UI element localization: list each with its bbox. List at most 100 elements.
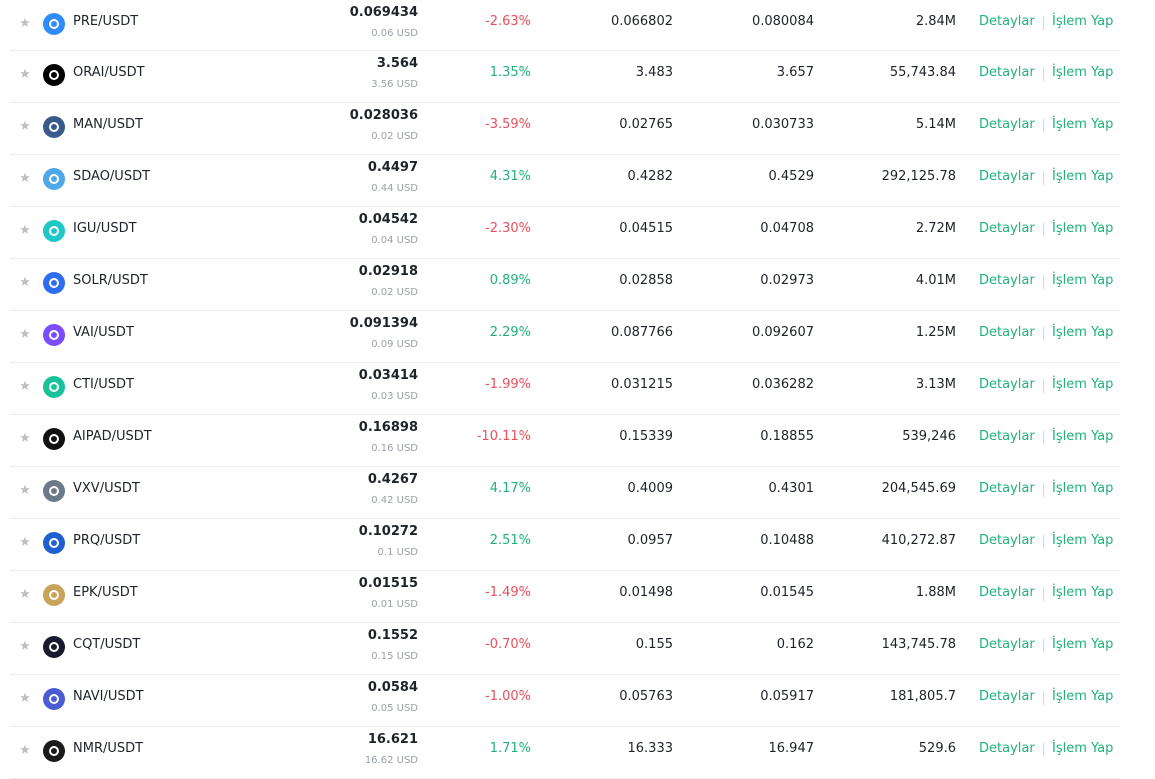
low-24h: 0.0957 (627, 533, 674, 548)
favorite-star-icon[interactable]: ★ (19, 379, 31, 394)
favorite-star-icon[interactable]: ★ (19, 223, 31, 238)
details-link[interactable]: Detaylar (979, 14, 1035, 29)
volume-24h: 204,545.69 (881, 481, 956, 496)
table-row[interactable]: ★ PRQ/USDT 0.10272 0.1 USD 2.51% 0.0957 0.1048… (10, 519, 1120, 571)
trade-link[interactable]: İşlem Yap (1052, 273, 1114, 288)
trade-link[interactable]: İşlem Yap (1052, 741, 1114, 756)
table-row[interactable]: ★ NAVI/USDT 0.0584 0.05 USD -1.00% 0.05763 0.0… (10, 675, 1120, 727)
trade-link[interactable]: İşlem Yap (1052, 585, 1114, 600)
details-link[interactable]: Detaylar (979, 429, 1035, 444)
details-link[interactable]: Detaylar (979, 169, 1035, 184)
table-row[interactable]: ★ NMR/USDT 16.621 16.62 USD 1.71% 16.333 16.94… (10, 727, 1120, 779)
usd-price: 0.1 USD (377, 547, 418, 558)
favorite-star-icon[interactable]: ★ (19, 327, 31, 342)
trade-link[interactable]: İşlem Yap (1052, 117, 1114, 132)
details-link[interactable]: Detaylar (979, 741, 1035, 756)
pair-name[interactable]: MAN/USDT (73, 117, 143, 132)
low-24h: 0.4282 (627, 169, 674, 184)
volume-24h: 55,743.84 (889, 65, 956, 80)
pair-name[interactable]: SOLR/USDT (73, 273, 148, 288)
volume-24h: 181,805.7 (889, 689, 956, 704)
trade-link[interactable]: İşlem Yap (1052, 14, 1114, 29)
trade-link[interactable]: İşlem Yap (1052, 169, 1114, 184)
details-link[interactable]: Detaylar (979, 377, 1035, 392)
low-24h: 0.02765 (619, 117, 673, 132)
high-24h: 0.04708 (760, 221, 814, 236)
details-link[interactable]: Detaylar (979, 65, 1035, 80)
pair-name[interactable]: VAI/USDT (73, 325, 134, 340)
trade-link[interactable]: İşlem Yap (1052, 481, 1114, 496)
table-row[interactable]: ★ SOLR/USDT 0.02918 0.02 USD 0.89% 0.02858 0.0… (10, 259, 1120, 311)
table-row[interactable]: ★ MAN/USDT 0.028036 0.02 USD -3.59% 0.02765 0.… (10, 103, 1120, 155)
high-24h: 0.18855 (760, 429, 814, 444)
trade-link[interactable]: İşlem Yap (1052, 221, 1114, 236)
pair-name[interactable]: ORAI/USDT (73, 65, 145, 80)
table-row[interactable]: ★ AIPAD/USDT 0.16898 0.16 USD -10.11% 0.15339… (10, 415, 1120, 467)
favorite-star-icon[interactable]: ★ (19, 691, 31, 706)
change-24h: 2.29% (489, 325, 531, 340)
volume-24h: 1.88M (915, 585, 956, 600)
low-24h: 0.031215 (610, 377, 673, 392)
pair-name[interactable]: VXV/USDT (73, 481, 140, 496)
navi-icon (43, 688, 65, 710)
details-link[interactable]: Detaylar (979, 273, 1035, 288)
trade-link[interactable]: İşlem Yap (1052, 429, 1114, 444)
details-link[interactable]: Detaylar (979, 221, 1035, 236)
last-price: 0.0584 (367, 680, 418, 695)
favorite-star-icon[interactable]: ★ (19, 483, 31, 498)
favorite-star-icon[interactable]: ★ (19, 16, 31, 31)
pair-name[interactable]: IGU/USDT (73, 221, 137, 236)
favorite-star-icon[interactable]: ★ (19, 171, 31, 186)
table-row[interactable]: ★ VXV/USDT 0.4267 0.42 USD 4.17% 0.4009 0.4301… (10, 467, 1120, 519)
trade-link[interactable]: İşlem Yap (1052, 689, 1114, 704)
favorite-star-icon[interactable]: ★ (19, 67, 31, 82)
table-row[interactable]: ★ EPK/USDT 0.01515 0.01 USD -1.49% 0.01498 0.0… (10, 571, 1120, 623)
trade-link[interactable]: İşlem Yap (1052, 533, 1114, 548)
pair-name[interactable]: AIPAD/USDT (73, 429, 152, 444)
table-row[interactable]: ★ PRE/USDT 0.069434 0.06 USD -2.63% 0.066802 0… (10, 0, 1120, 51)
favorite-star-icon[interactable]: ★ (19, 431, 31, 446)
details-link[interactable]: Detaylar (979, 481, 1035, 496)
pair-name[interactable]: NAVI/USDT (73, 689, 144, 704)
change-24h: 4.17% (489, 481, 531, 496)
pair-name[interactable]: PRE/USDT (73, 14, 139, 29)
pair-name[interactable]: CTI/USDT (73, 377, 134, 392)
details-link[interactable]: Detaylar (979, 585, 1035, 600)
pair-name[interactable]: EPK/USDT (73, 585, 138, 600)
details-link[interactable]: Detaylar (979, 637, 1035, 652)
table-row[interactable]: ★ ORAI/USDT 3.564 3.56 USD 1.35% 3.483 3.657 55… (10, 51, 1120, 103)
favorite-star-icon[interactable]: ★ (19, 535, 31, 550)
table-row[interactable]: ★ VAI/USDT 0.091394 0.09 USD 2.29% 0.087766 0.… (10, 311, 1120, 363)
favorite-star-icon[interactable]: ★ (19, 743, 31, 758)
table-row[interactable]: ★ IGU/USDT 0.04542 0.04 USD -2.30% 0.04515 0.0… (10, 207, 1120, 259)
details-link[interactable]: Detaylar (979, 117, 1035, 132)
last-price: 0.01515 (358, 576, 418, 591)
volume-24h: 5.14M (915, 117, 956, 132)
table-row[interactable]: ★ CQT/USDT 0.1552 0.15 USD -0.70% 0.155 0.162 1… (10, 623, 1120, 675)
details-link[interactable]: Detaylar (979, 689, 1035, 704)
details-link[interactable]: Detaylar (979, 533, 1035, 548)
solr-icon (43, 272, 65, 294)
details-link[interactable]: Detaylar (979, 325, 1035, 340)
table-row[interactable]: ★ SDAO/USDT 0.4497 0.44 USD 4.31% 0.4282 0.452… (10, 155, 1120, 207)
last-price: 0.4267 (367, 472, 418, 487)
aipad-icon (43, 428, 65, 450)
pair-name[interactable]: SDAO/USDT (73, 169, 151, 184)
pair-name[interactable]: NMR/USDT (73, 741, 144, 756)
pair-name[interactable]: CQT/USDT (73, 637, 141, 652)
favorite-star-icon[interactable]: ★ (19, 587, 31, 602)
volume-24h: 2.72M (915, 221, 956, 236)
favorite-star-icon[interactable]: ★ (19, 119, 31, 134)
trade-link[interactable]: İşlem Yap (1052, 377, 1114, 392)
table-row[interactable]: ★ CTI/USDT 0.03414 0.03 USD -1.99% 0.031215 0.… (10, 363, 1120, 415)
volume-24h: 3.13M (915, 377, 956, 392)
trade-link[interactable]: İşlem Yap (1052, 325, 1114, 340)
favorite-star-icon[interactable]: ★ (19, 275, 31, 290)
high-24h: 0.01545 (760, 585, 814, 600)
trade-link[interactable]: İşlem Yap (1052, 65, 1114, 80)
trade-link[interactable]: İşlem Yap (1052, 637, 1114, 652)
high-24h: 0.080084 (751, 14, 814, 29)
last-price: 0.4497 (367, 160, 418, 175)
favorite-star-icon[interactable]: ★ (19, 639, 31, 654)
pair-name[interactable]: PRQ/USDT (73, 533, 141, 548)
